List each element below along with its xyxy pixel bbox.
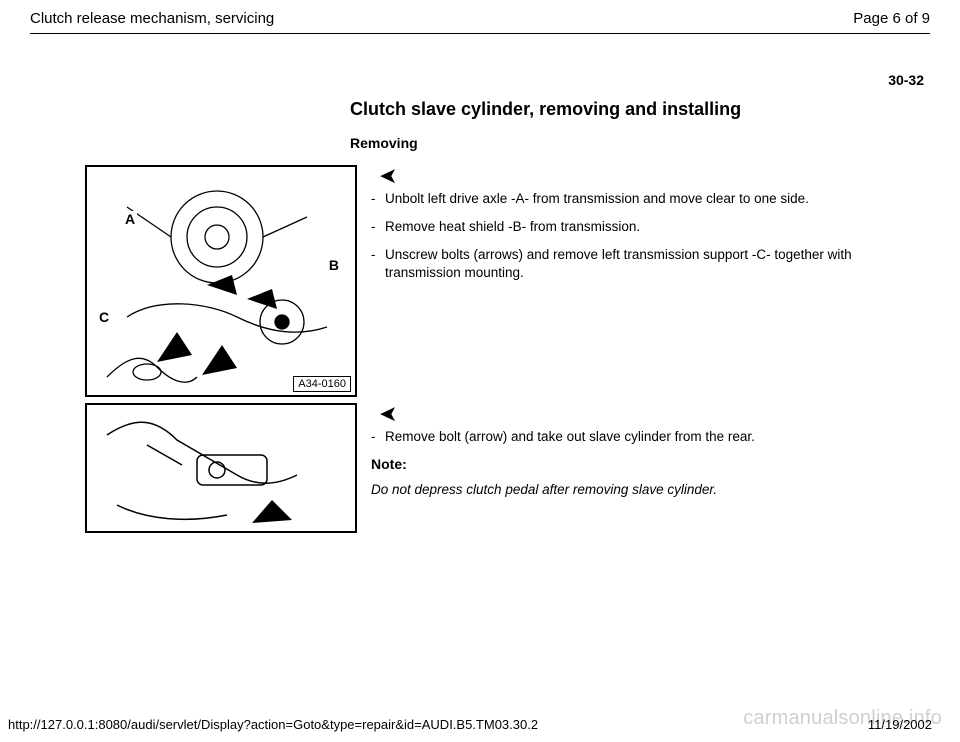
- figure-1: A B C A34-0160: [85, 165, 357, 397]
- figure-1-label-b: B: [327, 257, 341, 273]
- page-root: Clutch release mechanism, servicing Page…: [0, 0, 960, 742]
- figure-1-label-a: A: [123, 211, 137, 227]
- main-content: Clutch slave cylinder, removing and inst…: [30, 98, 930, 533]
- steps-block-1: -Unbolt left drive axle -A- from transmi…: [371, 190, 930, 283]
- subheading: Removing: [350, 135, 930, 151]
- figure-2: [85, 403, 357, 533]
- header-rule: [30, 33, 930, 34]
- steps-block-2: -Remove bolt (arrow) and take out slave …: [371, 428, 930, 446]
- section-number: 30-32: [30, 72, 924, 88]
- pointer-icon: ➤: [379, 165, 397, 187]
- step-item: -Remove heat shield -B- from transmissio…: [371, 218, 930, 236]
- note-heading: Note:: [371, 456, 930, 472]
- step-text: Remove bolt (arrow) and take out slave c…: [385, 428, 755, 446]
- heading-main: Clutch slave cylinder, removing and inst…: [350, 98, 930, 121]
- pointer-icon: ➤: [379, 403, 397, 425]
- figure-2-drawing: [87, 405, 355, 531]
- note-body: Do not depress clutch pedal after removi…: [371, 482, 930, 497]
- step-text: Unbolt left drive axle -A- from transmis…: [385, 190, 809, 208]
- footer-date: 11/19/2002: [868, 717, 932, 732]
- step-text: Remove heat shield -B- from transmission…: [385, 218, 640, 236]
- header-page: Page 6 of 9: [853, 10, 930, 27]
- step-item: -Unscrew bolts (arrows) and remove left …: [371, 246, 930, 282]
- footer-url: http://127.0.0.1:8080/audi/servlet/Displ…: [8, 717, 538, 732]
- step-item: -Remove bolt (arrow) and take out slave …: [371, 428, 930, 446]
- page-header: Clutch release mechanism, servicing Page…: [30, 10, 930, 27]
- figure-1-drawing: [87, 167, 355, 395]
- figure-1-id: A34-0160: [293, 376, 351, 392]
- figure-1-label-c: C: [97, 309, 111, 325]
- step-item: -Unbolt left drive axle -A- from transmi…: [371, 190, 930, 208]
- step-text: Unscrew bolts (arrows) and remove left t…: [385, 246, 930, 282]
- header-title: Clutch release mechanism, servicing: [30, 10, 274, 27]
